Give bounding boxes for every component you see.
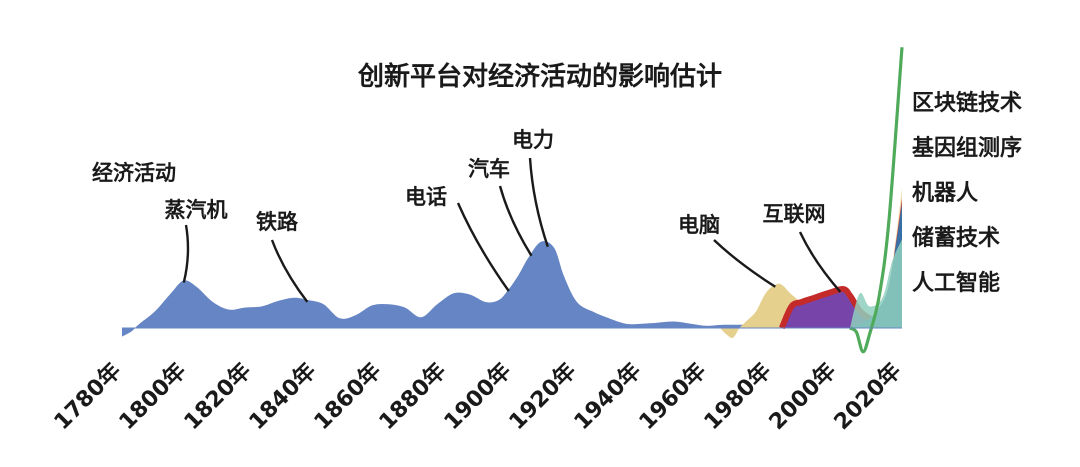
x-tick-label: 1960年 — [634, 358, 711, 435]
annotation-leader-line — [456, 202, 510, 292]
x-tick-label: 2020年 — [829, 358, 906, 435]
annotation-leaders — [182, 157, 842, 303]
x-tick-label: 1900年 — [439, 358, 516, 435]
series-areas — [122, 47, 904, 354]
series-line-blockchain — [849, 47, 904, 354]
annotation-leader-line — [798, 231, 842, 293]
annotation-leader-line — [713, 239, 776, 288]
x-axis-tick-labels: 1780年1800年1820年1840年1860年1880年1900年1920年… — [49, 358, 906, 435]
x-tick-label: 1780年 — [49, 358, 126, 435]
series-area-economic-activity — [122, 241, 886, 337]
annotation-label: 电力 — [512, 128, 554, 152]
x-tick-label: 2000年 — [764, 358, 841, 435]
x-tick-label: 1880年 — [374, 358, 451, 435]
legend-entry: 区块链技术 — [912, 90, 1022, 116]
annotation-leader-line — [498, 185, 533, 257]
x-tick-label: 1980年 — [699, 358, 776, 435]
annotation-label: 互联网 — [763, 202, 826, 226]
x-tick-label: 1820年 — [179, 358, 256, 435]
legend-entry: 储蓄技术 — [912, 225, 1000, 251]
x-tick-label: 1840年 — [244, 358, 321, 435]
annotations: 经济活动蒸汽机铁路 电话汽车电力电脑 互联网 — [92, 128, 826, 237]
annotation-leader-line — [270, 239, 309, 303]
annotation-label: 铁路 — [256, 210, 299, 234]
legend-entry: 人工智能 — [912, 270, 1000, 296]
x-tick-label: 1940年 — [569, 358, 646, 435]
x-tick-label: 1860年 — [309, 358, 386, 435]
annotation-label: 汽车 — [468, 157, 510, 181]
series-area-ai — [850, 239, 902, 328]
annotation-leader-line — [182, 224, 190, 283]
annotation-label: 蒸汽机 — [165, 198, 228, 222]
annotation-label: 电脑 — [678, 213, 720, 237]
chart-title: 创新平台对经济活动的影响估计 — [357, 61, 722, 92]
legend-entry: 基因组测序 — [912, 135, 1022, 161]
x-tick-label: 1920年 — [504, 358, 581, 435]
annotation-label: 经济活动 — [92, 161, 176, 185]
legend-entry: 机器人 — [912, 181, 978, 206]
annotation-leader-line — [528, 157, 549, 248]
annotation-label: 电话 — [405, 185, 447, 209]
x-tick-label: 1800年 — [114, 358, 191, 435]
